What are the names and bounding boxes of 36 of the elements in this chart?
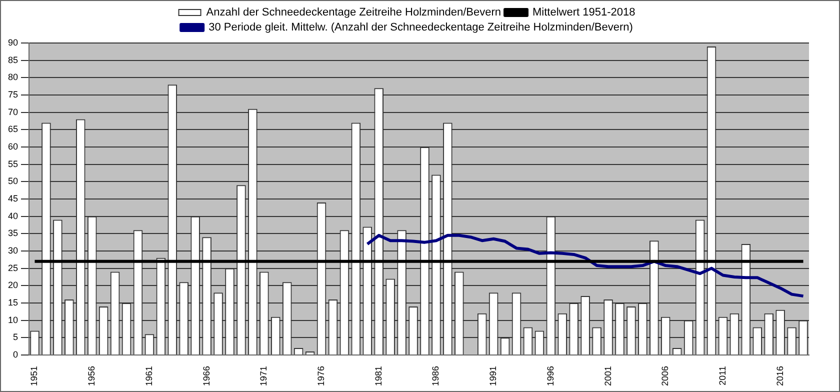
y-tick-label: 90 bbox=[8, 37, 18, 48]
y-tick-label: 35 bbox=[8, 228, 18, 238]
y-tick-label: 50 bbox=[8, 176, 18, 186]
x-tick-label: 1956 bbox=[86, 366, 97, 386]
x-tick-label: 1951 bbox=[29, 366, 40, 386]
y-tick-label: 80 bbox=[8, 72, 18, 82]
y-tick-label: 70 bbox=[8, 106, 18, 117]
y-tick-label: 40 bbox=[8, 210, 18, 221]
x-tick-label: 1981 bbox=[373, 366, 384, 386]
x-tick-label: 1996 bbox=[545, 366, 556, 386]
x-tick-label: 1966 bbox=[201, 366, 212, 386]
legend-label: 30 Periode gleit. Mittelw. (Anzahl der Schneedeckentage Zeitreihe Holzminden/Bevern) bbox=[208, 22, 633, 34]
x-tick-label: 1961 bbox=[144, 366, 154, 386]
y-tick-label: 10 bbox=[8, 314, 18, 325]
y-tick-label: 55 bbox=[8, 158, 18, 169]
y-tick-label: 60 bbox=[8, 141, 18, 152]
x-tick-label: 2011 bbox=[717, 366, 728, 386]
y-tick-label: 25 bbox=[8, 262, 18, 273]
y-tick-label: 85 bbox=[8, 54, 18, 65]
y-tick-label: 20 bbox=[8, 280, 18, 290]
y-tick-label: 30 bbox=[8, 245, 18, 256]
x-tick-label: 1971 bbox=[258, 366, 269, 386]
x-tick-label: 1991 bbox=[488, 366, 498, 386]
y-tick-label: 75 bbox=[8, 89, 18, 100]
x-tick-label: 2001 bbox=[602, 366, 613, 386]
x-tick-label: 1976 bbox=[316, 366, 326, 386]
y-tick-label: 45 bbox=[8, 193, 18, 204]
x-tick-label: 2016 bbox=[774, 366, 785, 386]
x-tick-label: 2006 bbox=[660, 366, 670, 386]
legend-label: Mittelwert 1951-2018 bbox=[532, 6, 636, 19]
x-tick-label: 1986 bbox=[430, 366, 441, 386]
y-tick-label: 5 bbox=[12, 332, 18, 342]
y-tick-label: 65 bbox=[8, 124, 18, 134]
legend-label: Anzahl der Schneedeckentage Zeitreihe Holzminden/Bevern bbox=[206, 6, 502, 19]
y-tick-label: 0 bbox=[12, 349, 18, 360]
y-tick-label: 15 bbox=[8, 297, 18, 308]
